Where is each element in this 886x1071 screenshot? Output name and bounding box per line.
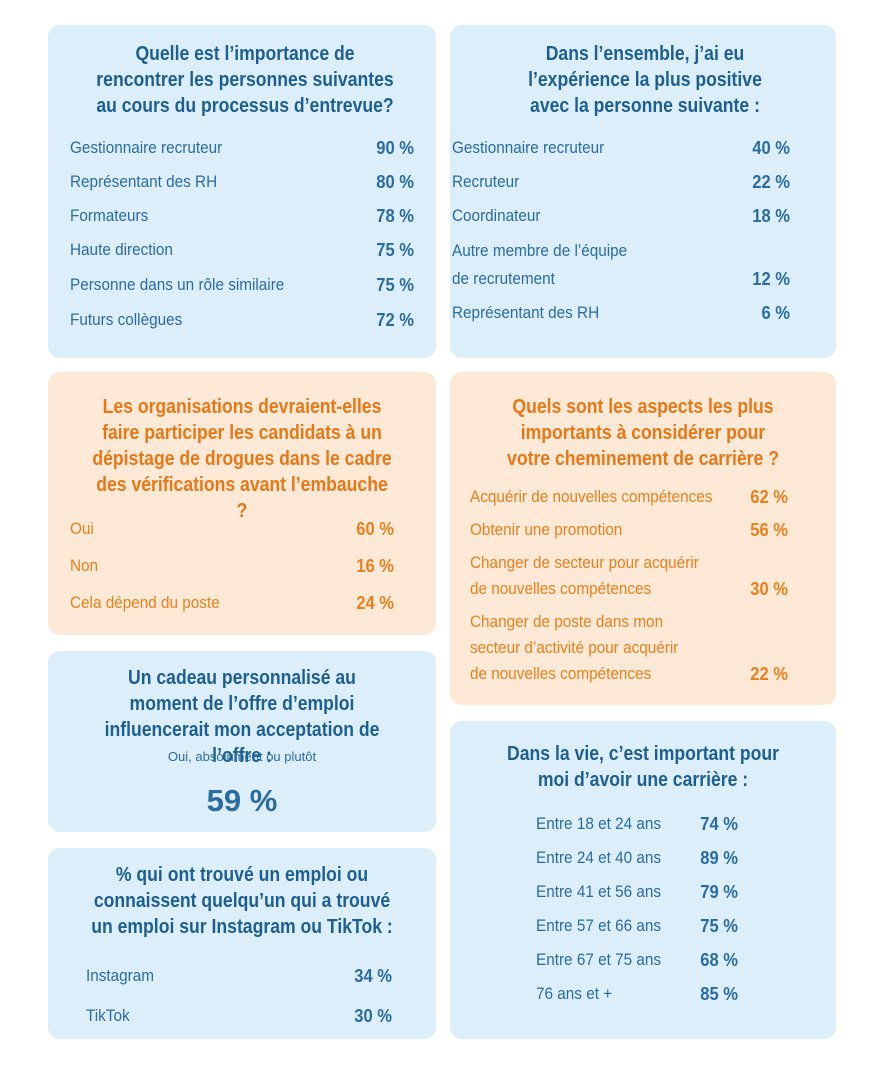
card-title: Un cadeau personnalisé au moment de l’of… <box>104 667 380 767</box>
row-label: Non <box>70 556 99 575</box>
row-label: de nouvelles compétences <box>470 664 652 683</box>
row-label: Représentant des RH <box>70 172 218 191</box>
row-label: de recrutement <box>452 269 555 288</box>
row-value: 40 % <box>752 138 790 158</box>
row-label: 76 ans et + <box>536 984 613 1003</box>
row-value: 68 % <box>700 950 738 970</box>
row-label: Oui <box>70 519 94 538</box>
row-value: 34 % <box>354 966 392 986</box>
row-label: Obtenir une promotion <box>470 520 623 539</box>
card-title: Les organisations devraient-elles faire … <box>92 396 392 522</box>
career-by-age-card: Dans la vie, c’est important pour moi d’… <box>450 721 836 1039</box>
row-value: 75 % <box>376 240 414 260</box>
list-item: Autre membre de l’équipe de recrutement … <box>452 238 790 294</box>
row-label: Entre 67 et 75 ans <box>536 950 662 969</box>
row-label: Entre 57 et 66 ans <box>536 916 662 935</box>
row-value: 22 % <box>752 172 790 192</box>
row-value: 89 % <box>700 848 738 868</box>
row-label: TikTok <box>86 1006 130 1025</box>
row-value: 24 % <box>356 593 394 613</box>
row-value: 75 % <box>700 916 738 936</box>
card-title: Dans la vie, c’est important pour moi d’… <box>507 743 779 791</box>
row-value: 12 % <box>752 269 790 289</box>
row-label: Futurs collègues <box>70 310 183 329</box>
row-value: 60 % <box>356 519 394 539</box>
list-item: Changer de poste dans mon secteur d’acti… <box>470 609 788 689</box>
row-label: Recruteur <box>452 172 520 191</box>
row-value: 78 % <box>376 206 414 226</box>
card-title: Quelle est l’importance de rencontrer le… <box>96 43 394 117</box>
row-label: de nouvelles compétences <box>470 579 652 598</box>
row-value: 62 % <box>750 487 788 507</box>
row-label: Changer de secteur pour acquérir <box>470 553 699 572</box>
row-value: 16 % <box>356 556 394 576</box>
row-label: Changer de poste dans mon <box>470 612 664 631</box>
row-value: 74 % <box>700 814 738 834</box>
row-label: Entre 24 et 40 ans <box>536 848 662 867</box>
row-label: Gestionnaire recruteur <box>70 138 223 157</box>
list-item: Changer de secteur pour acquérir de nouv… <box>470 550 788 606</box>
card-title: Quels sont les aspects les plus importan… <box>507 396 779 470</box>
row-label: Cela dépend du poste <box>70 593 220 612</box>
row-value: 30 % <box>750 579 788 599</box>
row-value: 72 % <box>376 310 414 330</box>
social-job-card: % qui ont trouvé un emploi ou connaissen… <box>48 848 436 1039</box>
row-label: secteur d’activité pour acquérir <box>470 638 679 657</box>
card-subtitle: Oui, absolument ou plutôt <box>167 749 317 764</box>
row-label: Autre membre de l’équipe <box>452 241 628 260</box>
row-label: Formateurs <box>70 206 149 225</box>
row-label: Représentant des RH <box>452 303 600 322</box>
row-label: Gestionnaire recruteur <box>452 138 605 157</box>
row-value: 90 % <box>376 138 414 158</box>
row-value: 75 % <box>376 275 414 295</box>
row-value: 85 % <box>700 984 738 1004</box>
row-label: Coordinateur <box>452 206 541 225</box>
interview-importance-card: Quelle est l’importance de rencontrer le… <box>48 25 436 358</box>
card-title: % qui ont trouvé un emploi ou connaissen… <box>91 864 393 938</box>
career-aspects-card: Quels sont les aspects les plus importan… <box>450 372 836 705</box>
row-value: 18 % <box>752 206 790 226</box>
personalized-gift-card: Un cadeau personnalisé au moment de l’of… <box>48 651 436 832</box>
row-label: Haute direction <box>70 240 173 259</box>
row-value: 22 % <box>750 664 788 684</box>
row-value: 30 % <box>354 1006 392 1026</box>
row-label: Instagram <box>86 966 155 985</box>
row-label: Acquérir de nouvelles compétences <box>470 487 713 506</box>
row-value: 6 % <box>761 303 790 323</box>
row-value: 80 % <box>376 172 414 192</box>
row-value: 79 % <box>700 882 738 902</box>
card-title: Dans l’ensemble, j’ai eu l’expérience la… <box>528 43 762 117</box>
positive-experience-card: Dans l’ensemble, j’ai eu l’expérience la… <box>450 25 836 358</box>
headline-value: 59 % <box>206 783 278 818</box>
drug-screening-card: Les organisations devraient-elles faire … <box>48 372 436 635</box>
row-label: Personne dans un rôle similaire <box>70 275 285 294</box>
row-label: Entre 18 et 24 ans <box>536 814 662 833</box>
row-label: Entre 41 et 56 ans <box>536 882 662 901</box>
row-value: 56 % <box>750 520 788 540</box>
